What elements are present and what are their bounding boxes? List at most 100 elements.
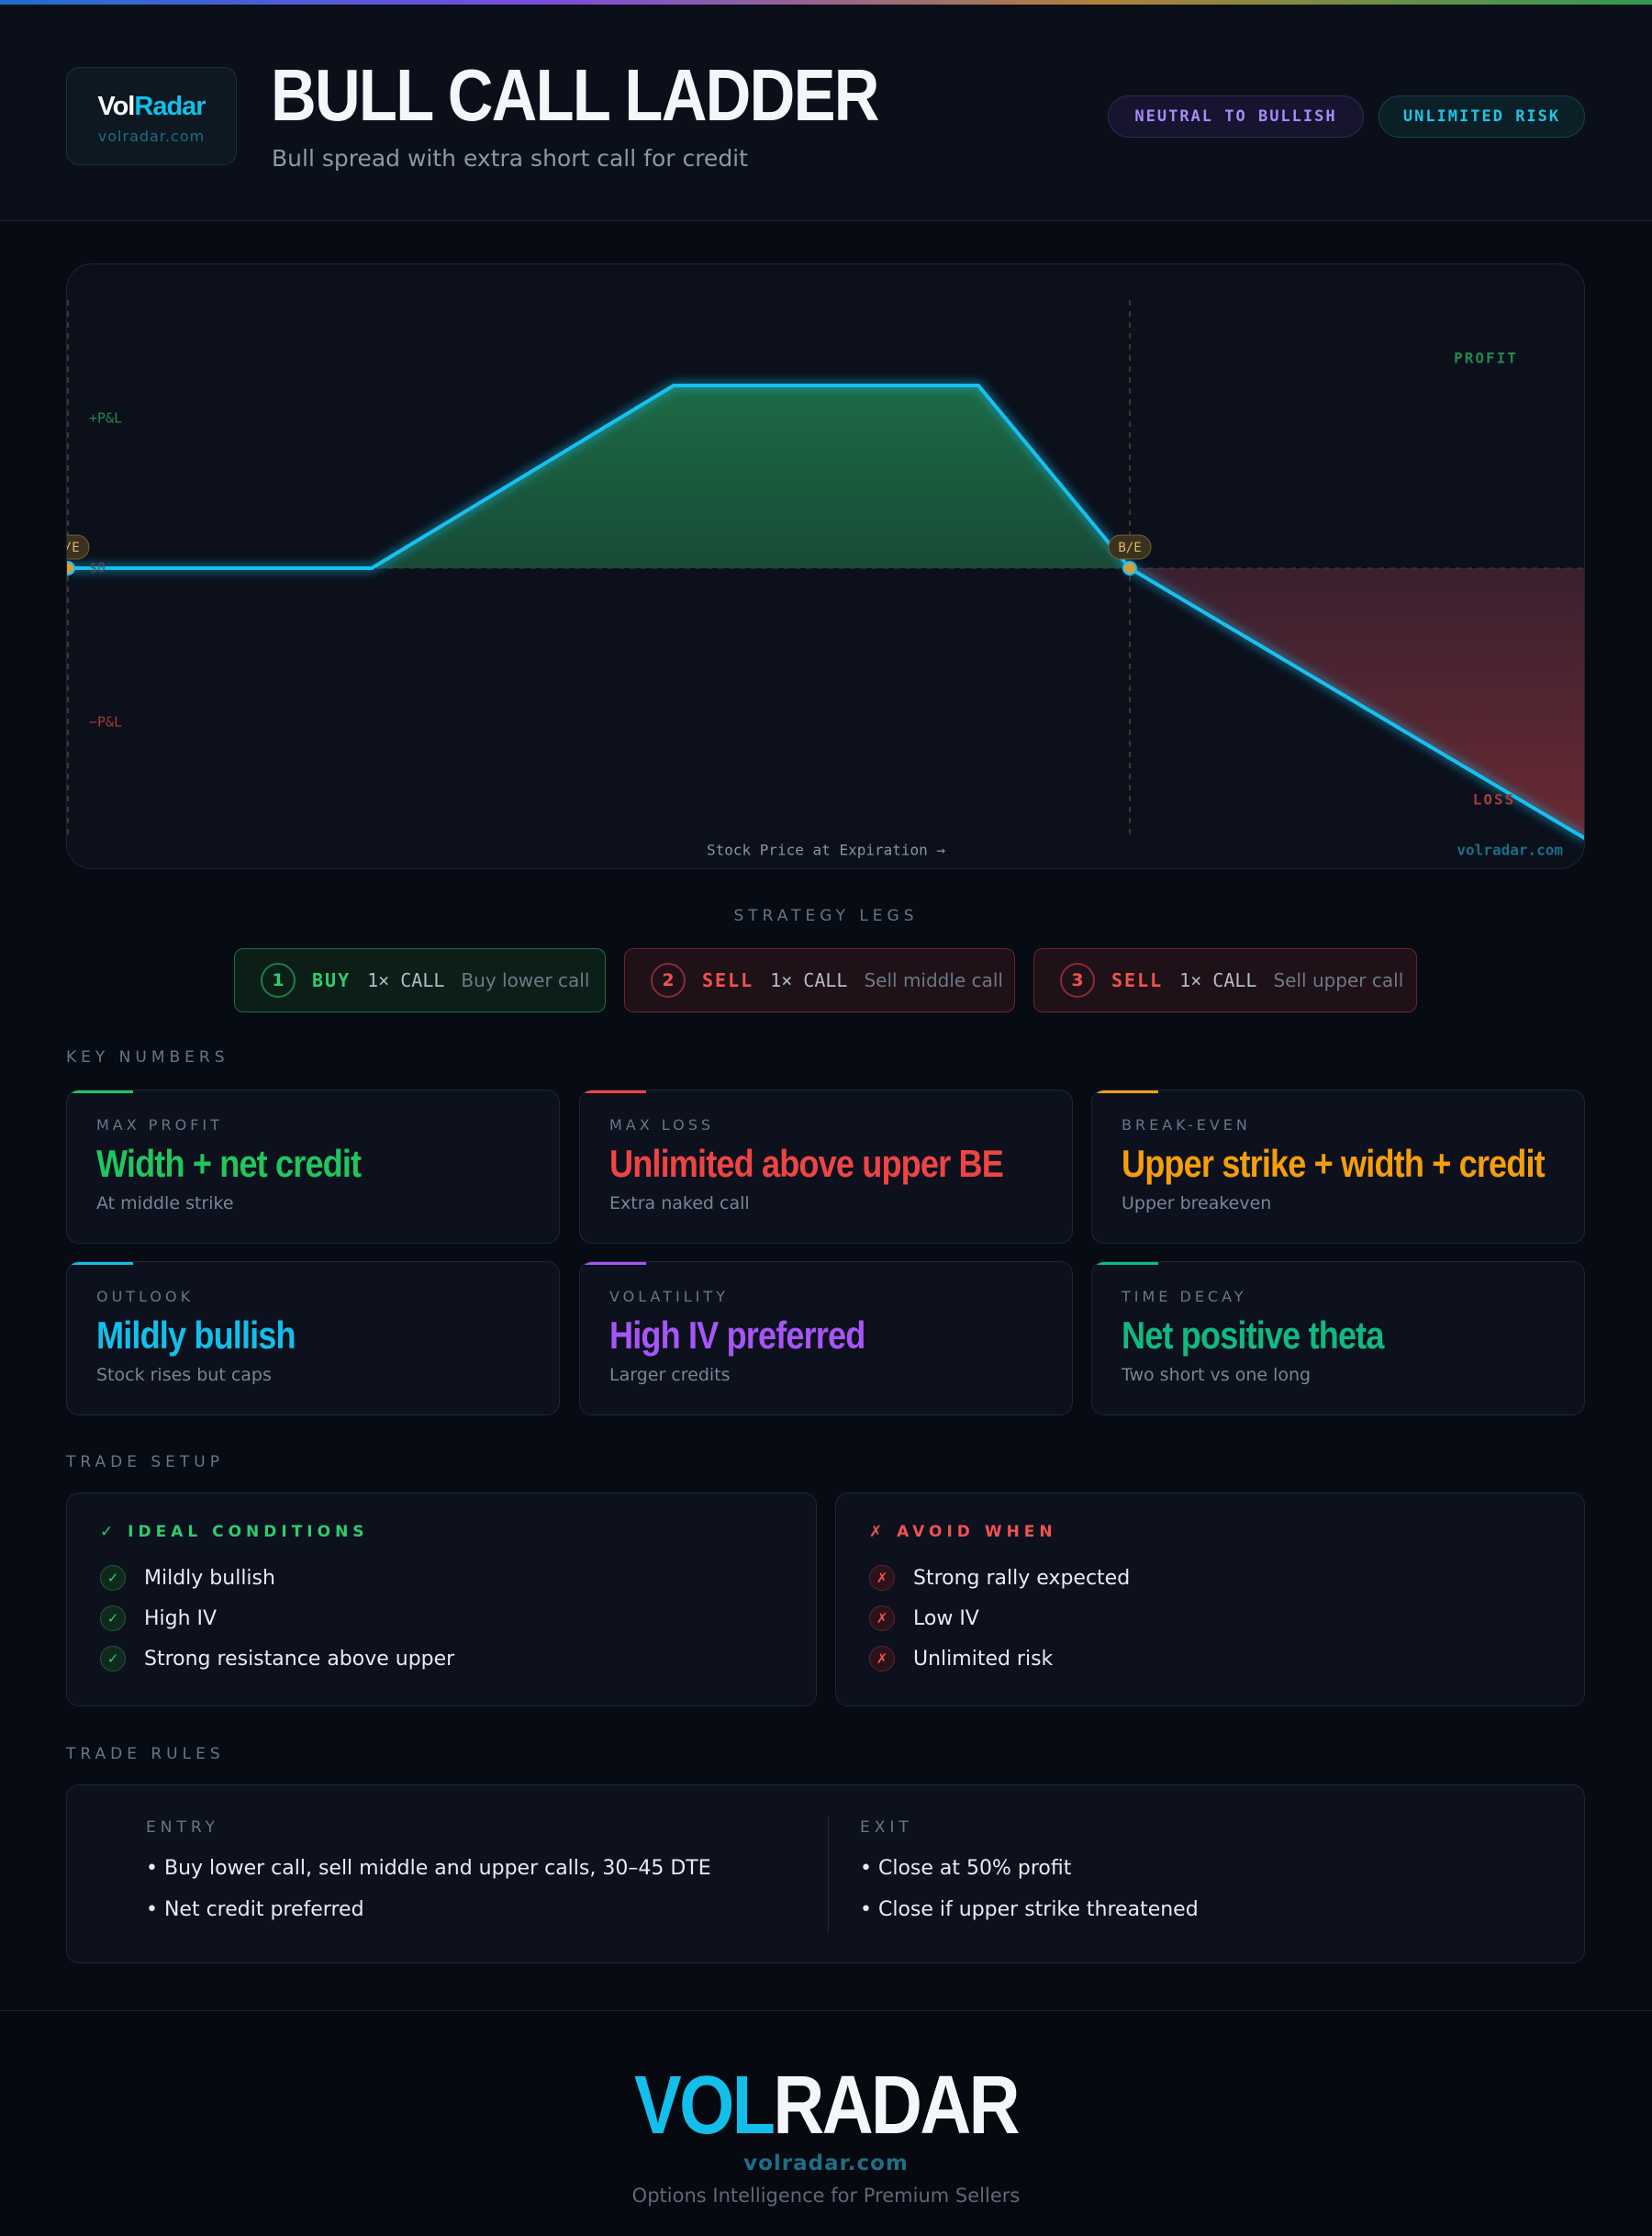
metric-note: Two short vs one long	[1122, 1365, 1312, 1385]
leg-description: Sell upper call	[1273, 969, 1404, 991]
condition-icon: ✓	[100, 1565, 126, 1591]
watermark: volradar.com	[1457, 842, 1563, 859]
condition-text: Unlimited risk	[913, 1647, 1054, 1671]
leg: 1 BUY 1× CALL Buy lower call	[234, 948, 606, 1012]
breakeven-label: B/E	[1118, 541, 1141, 555]
metric-note: Upper breakeven	[1122, 1193, 1272, 1213]
section-title: KEY NUMBERS	[66, 1048, 229, 1067]
metric-label: MAX PROFIT	[96, 1116, 223, 1134]
condition-icon: ✗	[869, 1646, 895, 1671]
logo-vol: Vol	[97, 92, 135, 121]
rules-title: EXIT	[860, 1818, 913, 1837]
loss-label: LOSS	[1473, 791, 1516, 809]
section-title: TRADE SETUP	[66, 1453, 224, 1471]
leg-number: 3	[1060, 963, 1095, 998]
negative-label: −P&L	[89, 714, 122, 731]
metric-value: Width + net credit	[96, 1142, 362, 1185]
metric-value: Net positive theta	[1122, 1314, 1384, 1357]
metric-note: Stock rises but caps	[96, 1365, 272, 1385]
leg: 2 SELL 1× CALL Sell middle call	[624, 948, 1015, 1012]
accent-bar	[0, 0, 1652, 5]
x-axis-label: Stock Price at Expiration →	[707, 842, 945, 859]
logo-wordmark: VolRadar	[67, 92, 236, 122]
ideal-conditions: ✓ IDEAL CONDITIONS ✓ Mildly bullish ✓ High …	[66, 1493, 817, 1706]
breakeven-dot	[67, 561, 75, 576]
avoid-when: ✗ AVOID WHEN ✗ Strong rally expected ✗ Low …	[835, 1493, 1585, 1706]
rule-item: • Close at 50% profit	[860, 1857, 1072, 1880]
metric-label: TIME DECAY	[1122, 1288, 1247, 1305]
metric-card: MAX LOSS Unlimited above upper BE Extra na…	[579, 1090, 1073, 1244]
header	[0, 5, 1652, 221]
positive-label: +P&L	[89, 410, 122, 427]
rules-title: ENTRY	[146, 1818, 219, 1837]
condition-text: High IV	[144, 1606, 218, 1630]
section-title: TRADE RULES	[66, 1745, 225, 1763]
leg-number: 2	[651, 963, 686, 998]
zero-label: $0	[89, 560, 106, 576]
metric-value: Unlimited above upper BE	[609, 1142, 1004, 1185]
rule-item: • Net credit preferred	[146, 1898, 364, 1921]
leg-contract: 1× CALL	[770, 969, 848, 991]
leg-action: SELL	[702, 969, 754, 991]
condition-item: ✗ Strong rally expected	[869, 1565, 1130, 1591]
condition-icon: ✓	[100, 1605, 126, 1631]
badge: UNLIMITED RISK	[1379, 95, 1585, 138]
subtitle: Bull spread with extra short call for cr…	[272, 145, 748, 172]
leg-number: 1	[261, 963, 296, 998]
metric-label: VOLATILITY	[609, 1288, 729, 1305]
metric-card: OUTLOOK Mildly bullish Stock rises but cap…	[66, 1261, 560, 1415]
logo: VolRadar volradar.com	[66, 67, 237, 165]
badge: NEUTRAL TO BULLISH	[1108, 95, 1364, 138]
metric-value: Upper strike + width + credit	[1122, 1142, 1546, 1185]
condition-text: Strong rally expected	[913, 1566, 1131, 1590]
divider	[828, 1817, 829, 1932]
metric-note: Extra naked call	[609, 1193, 750, 1213]
payoff-diagram: PROFIT +P&L −P&L LOSS $0 Stock Price at …	[66, 263, 1585, 869]
leg-contract: 1× CALL	[1179, 969, 1257, 991]
metric-label: BREAK-EVEN	[1122, 1116, 1251, 1134]
leg-description: Sell middle call	[864, 969, 1003, 991]
leg-action: SELL	[1111, 969, 1164, 991]
logo-url: volradar.com	[97, 128, 206, 145]
condition-icon: ✗	[869, 1565, 895, 1591]
payoff-svg: PROFIT +P&L −P&L LOSS $0 Stock Price at …	[67, 300, 1584, 859]
leg-action: BUY	[312, 969, 352, 991]
footer: VOLRADAR volradar.com Options Intelligen…	[0, 2010, 1652, 2236]
metric-value: Mildly bullish	[96, 1314, 296, 1357]
condition-icon: ✗	[869, 1605, 895, 1631]
condition-item: ✓ Strong resistance above upper	[100, 1646, 454, 1671]
footer-url: volradar.com	[743, 2152, 909, 2175]
title: BULL CALL LADDER	[271, 54, 879, 136]
footer-logo: VOLRADAR	[116, 2059, 1536, 2153]
logo-radar: Radar	[134, 92, 206, 121]
condition-text: Strong resistance above upper	[144, 1647, 455, 1671]
condition-item: ✓ Mildly bullish	[100, 1565, 275, 1591]
trade-rules: ENTRY EXIT • Buy lower call, sell middle…	[66, 1784, 1585, 1963]
metric-card: MAX PROFIT Width + net credit At middle st…	[66, 1090, 560, 1244]
footer-tagline: Options Intelligence for Premium Sellers	[631, 2185, 1021, 2207]
leg-description: Buy lower call	[461, 969, 590, 991]
payoff-line	[68, 384, 1584, 841]
metric-note: Larger credits	[609, 1365, 731, 1385]
box-title: ✗ AVOID WHEN	[869, 1523, 1057, 1541]
condition-item: ✗ Unlimited risk	[869, 1646, 1053, 1671]
condition-text: Mildly bullish	[144, 1566, 275, 1590]
rule-item: • Buy lower call, sell middle and upper …	[146, 1857, 711, 1880]
leg: 3 SELL 1× CALL Sell upper call	[1033, 948, 1417, 1012]
condition-text: Low IV	[913, 1606, 979, 1630]
footer-logo-radar: RADAR	[773, 2060, 1020, 2152]
section-title: STRATEGY LEGS	[733, 907, 919, 925]
condition-item: ✓ High IV	[100, 1605, 217, 1631]
breakeven-dot	[1122, 561, 1137, 576]
rule-item: • Close if upper strike threatened	[860, 1898, 1199, 1921]
metric-note: At middle strike	[96, 1193, 234, 1213]
profit-label: PROFIT	[1454, 350, 1518, 367]
condition-icon: ✓	[100, 1646, 126, 1671]
metric-card: VOLATILITY High IV preferred Larger credit…	[579, 1261, 1073, 1415]
footer-logo-vol: VOL	[634, 2060, 776, 2152]
metric-value: High IV preferred	[609, 1314, 865, 1357]
breakeven-label: B/E	[67, 541, 80, 555]
profit-area	[372, 386, 1130, 568]
